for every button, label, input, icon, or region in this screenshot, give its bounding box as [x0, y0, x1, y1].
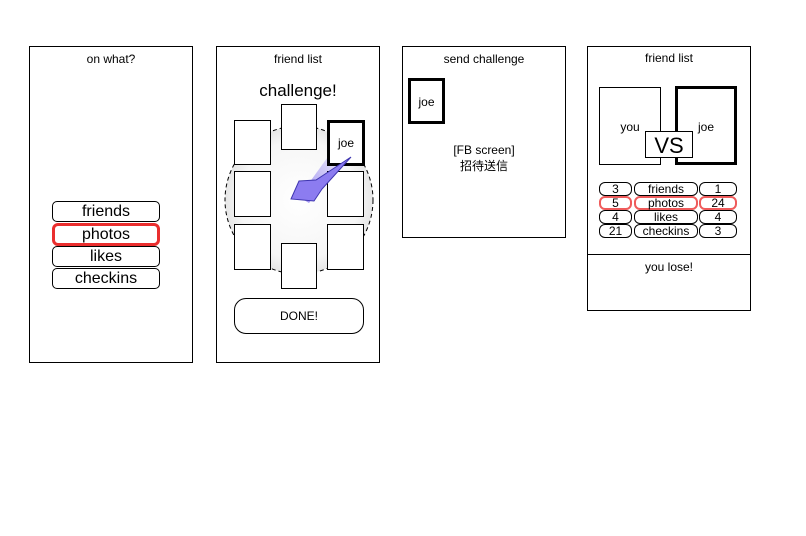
friend-name: joe: [337, 136, 354, 150]
stat-category: photos: [634, 196, 698, 210]
stat-you: 21: [599, 224, 632, 238]
screen-friend-list-result: friend list you joe VS 3 friends 1 5 pho…: [587, 46, 751, 311]
option-checkins[interactable]: checkins: [52, 268, 160, 289]
friend-slot-top-left[interactable]: [234, 120, 271, 165]
invite-label: 招待送信: [459, 159, 508, 173]
friend-slot-bottom-left[interactable]: [234, 224, 271, 270]
done-button[interactable]: DONE!: [234, 298, 364, 334]
friend-slot-bottom-right[interactable]: [327, 224, 364, 270]
screen-send-challenge: send challenge joe [FB screen] 招待送信: [402, 46, 566, 238]
result-label: you lose!: [644, 260, 694, 274]
screen-title: friend list: [644, 51, 694, 65]
stat-you: 4: [599, 210, 632, 224]
stat-opponent: 4: [699, 210, 737, 224]
player-opponent-label: joe: [697, 120, 714, 134]
vs-label: VS: [654, 133, 684, 158]
stat-opponent: 3: [699, 224, 737, 238]
vs-badge: VS: [645, 131, 693, 158]
stat-category: friends: [634, 182, 698, 196]
player-you-label: you: [620, 120, 640, 134]
selector-arrow-shape: [290, 156, 352, 202]
option-photos[interactable]: photos: [52, 223, 160, 246]
challenge-heading: challenge!: [259, 81, 337, 100]
option-likes[interactable]: likes: [52, 246, 160, 267]
stat-you: 3: [599, 182, 632, 196]
screen-title: friend list: [273, 52, 323, 66]
selector-arrow-icon[interactable]: [217, 47, 381, 364]
friend-slot-joe: joe: [408, 78, 445, 124]
stat-category: checkins: [634, 224, 698, 238]
friend-slot-joe[interactable]: joe: [327, 120, 365, 166]
stat-category: likes: [634, 210, 698, 224]
friend-name: joe: [418, 95, 435, 109]
result-divider: [588, 254, 750, 255]
screen-friend-list-challenge: friend list challenge! joe DONE!: [216, 46, 380, 363]
friend-slot-top[interactable]: [281, 104, 317, 150]
friend-slot-right[interactable]: [327, 171, 364, 217]
stat-opponent: 24: [699, 196, 737, 210]
stat-you: 5: [599, 196, 632, 210]
screen-title: send challenge: [443, 52, 525, 66]
fb-screen-label: [FB screen]: [453, 143, 515, 157]
screen-title: on what?: [86, 52, 136, 66]
screen-on-what: on what? friends photos likes checkins: [29, 46, 193, 363]
friend-slot-left[interactable]: [234, 171, 271, 217]
stat-opponent: 1: [699, 182, 737, 196]
option-friends[interactable]: friends: [52, 201, 160, 222]
friend-slot-bottom[interactable]: [281, 243, 317, 289]
